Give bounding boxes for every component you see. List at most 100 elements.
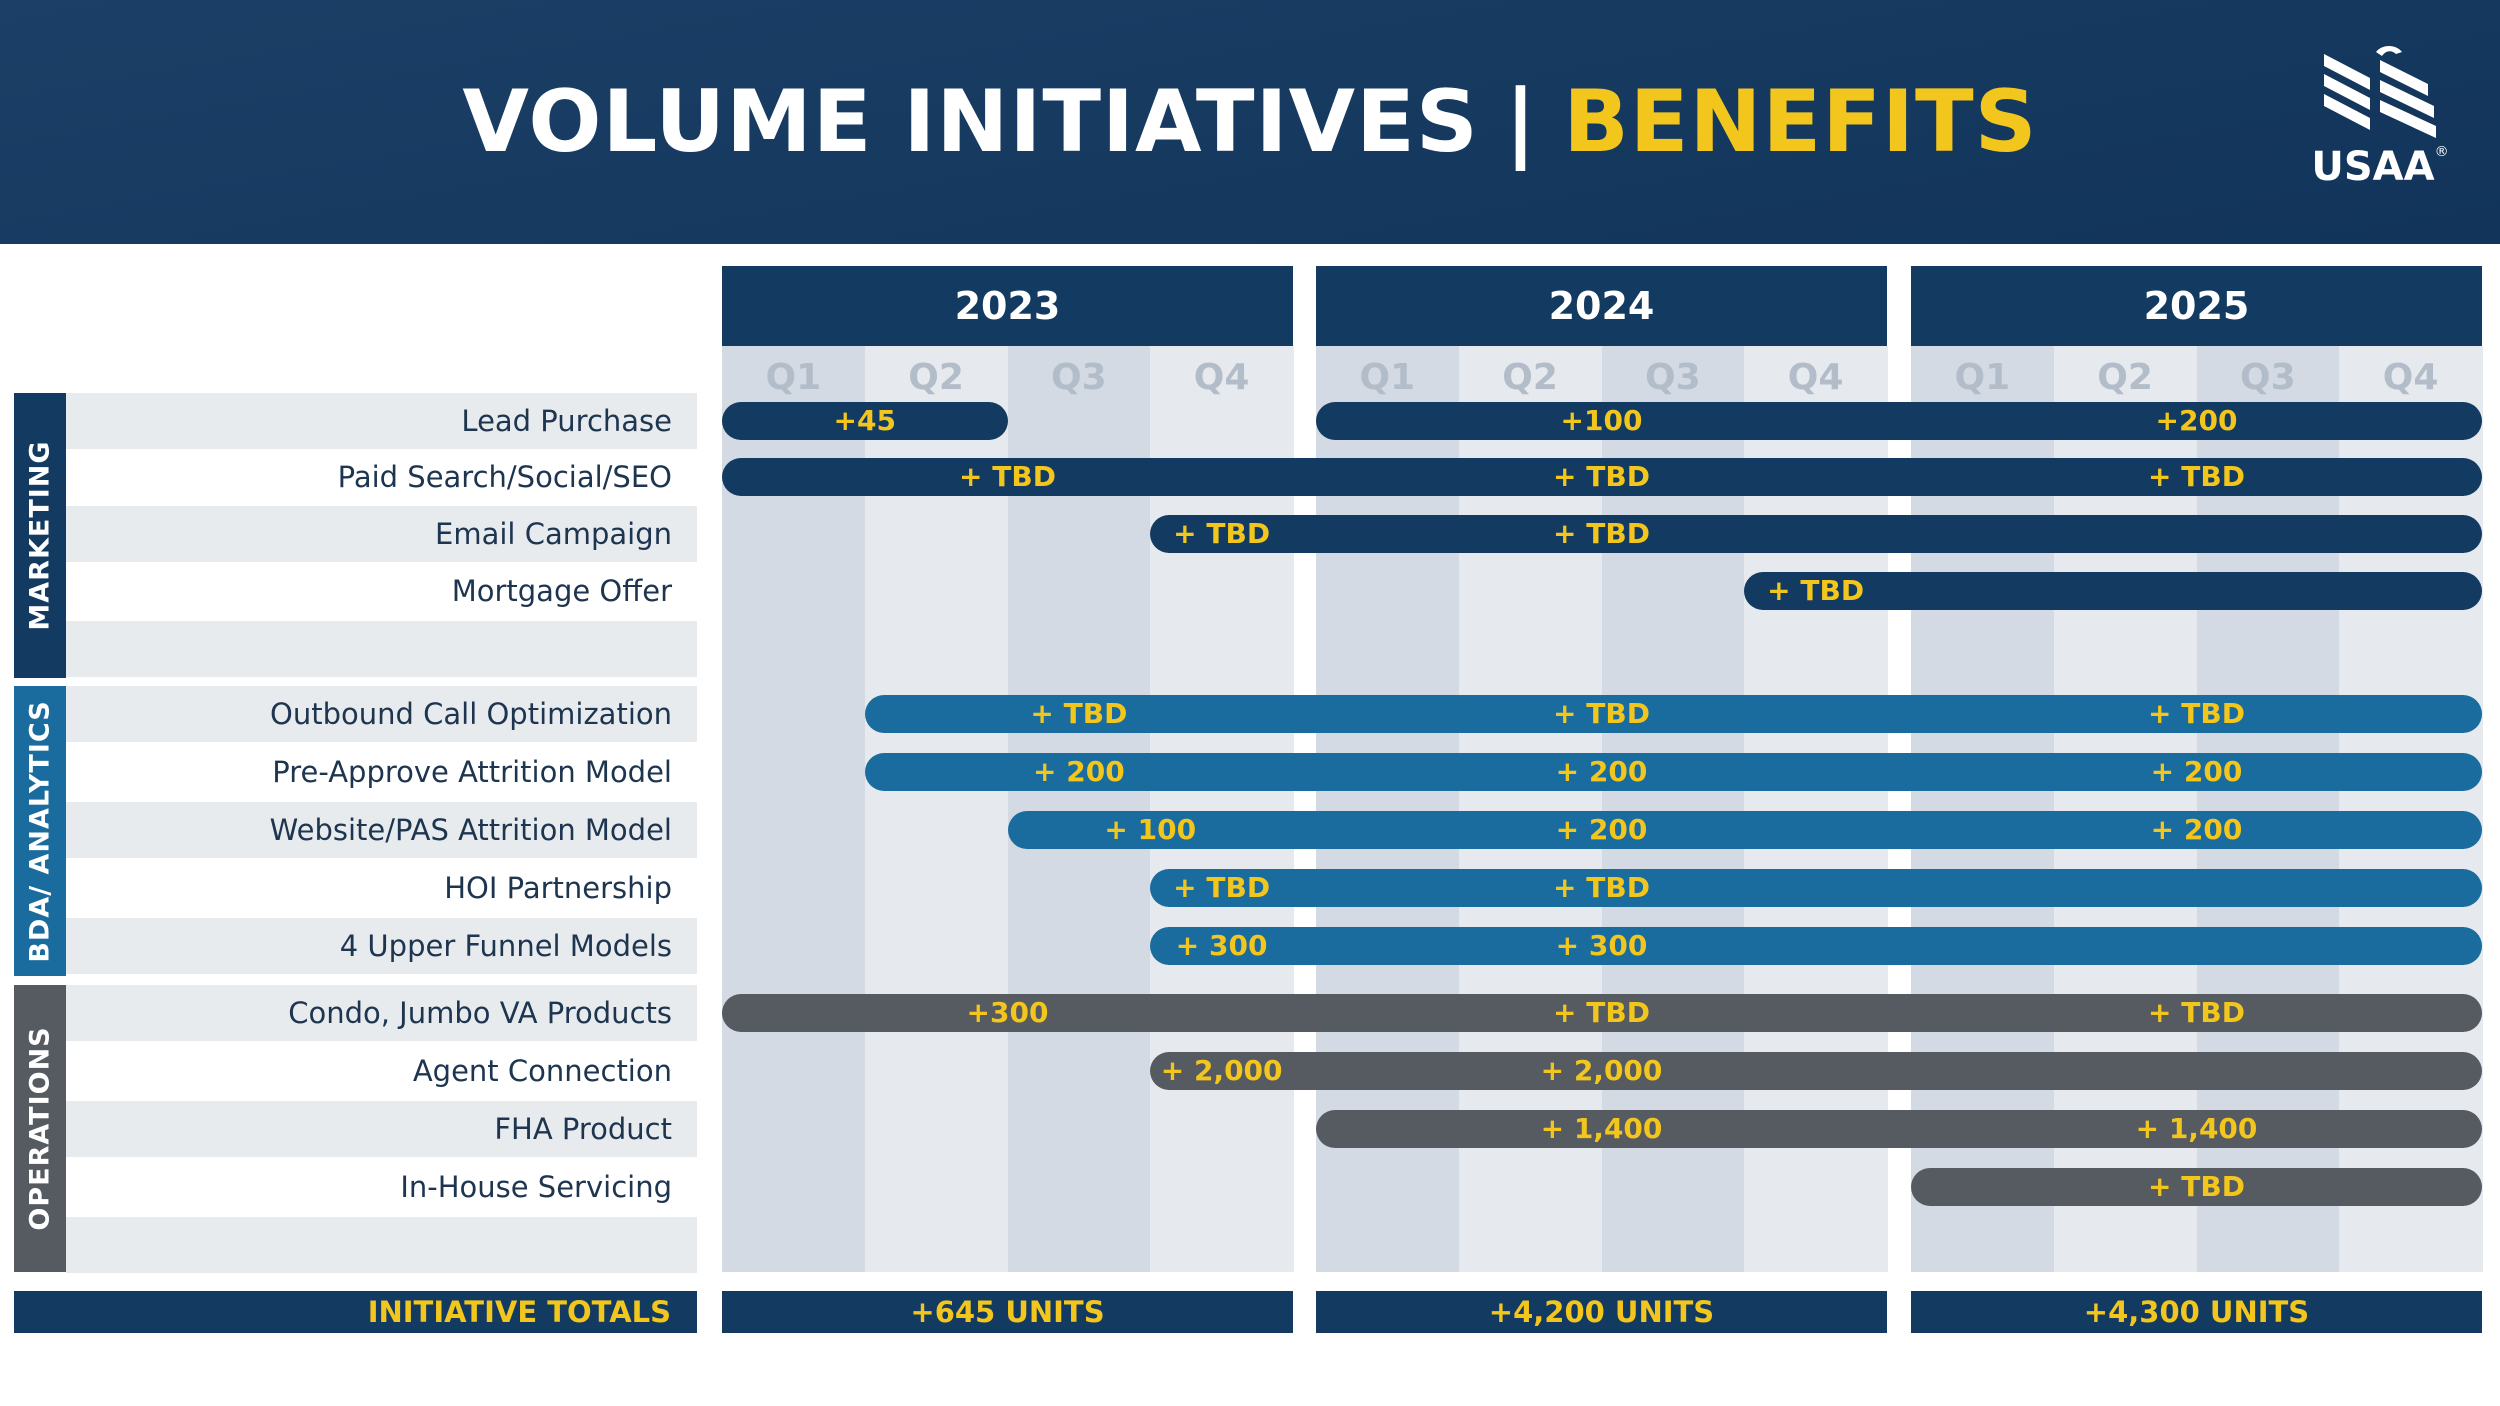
title-main: VOLUME INITIATIVES xyxy=(462,72,1479,172)
bar-value-label: + TBD xyxy=(2148,996,2245,1029)
row-background xyxy=(66,506,697,562)
title-separator: | xyxy=(1504,72,1538,172)
initiative-bar xyxy=(1911,1168,2482,1206)
quarter-label-q1: Q1 xyxy=(765,356,822,398)
initiative-label: Mortgage Offer xyxy=(451,574,672,608)
logo-text: USAA® xyxy=(2311,144,2449,190)
initiative-bar xyxy=(864,753,2482,791)
bar-value-label: + 100 xyxy=(1104,813,1197,846)
quarter-label-q3: Q3 xyxy=(2240,356,2296,398)
initiative-bar xyxy=(1150,869,2482,907)
initiative-label: Condo, Jumbo VA Products xyxy=(288,996,672,1030)
initiative-bar xyxy=(1316,402,2482,440)
quarter-column xyxy=(1150,346,1294,1272)
bar-value-label: + TBD xyxy=(1553,517,1650,550)
bar-value-label: + 2,000 xyxy=(1540,1054,1663,1087)
bar-value-label: + 200 xyxy=(2150,755,2243,788)
initiative-label: Outbound Call Optimization xyxy=(270,697,672,731)
bar-value-label: + 300 xyxy=(1175,929,1268,962)
bar-value-label: +200 xyxy=(2155,404,2238,437)
bar-value-label: + TBD xyxy=(2148,697,2245,730)
year-header-2025: 2025 xyxy=(1911,266,2482,346)
bar-value-label: +100 xyxy=(1560,404,1643,437)
bar-value-label: + TBD xyxy=(2148,460,2245,493)
bar-value-label: + 2,000 xyxy=(1160,1054,1283,1087)
quarter-column xyxy=(864,346,1008,1272)
page-title: VOLUME INITIATIVES | BENEFITS xyxy=(0,0,2500,244)
initiative-bar xyxy=(1150,927,2482,965)
usaa-logo: USAA® xyxy=(2310,44,2450,194)
bar-value-label: + TBD xyxy=(1173,517,1271,550)
row-background xyxy=(66,802,697,858)
initiative-label: FHA Product xyxy=(494,1112,672,1146)
row-background xyxy=(66,1217,697,1273)
row-background xyxy=(66,621,697,677)
bar-value-label: + 200 xyxy=(1033,755,1125,788)
initiative-label: Website/PAS Attrition Model xyxy=(269,813,672,847)
bar-value-label: + TBD xyxy=(2148,1170,2245,1203)
bar-value-label: + 200 xyxy=(2150,813,2243,846)
initiative-label: In-House Servicing xyxy=(400,1170,672,1204)
bar-value-label: + TBD xyxy=(1173,871,1271,904)
initiative-label: 4 Upper Funnel Models xyxy=(339,929,672,963)
quarter-label-q2: Q2 xyxy=(1502,356,1558,398)
initiative-bar xyxy=(1150,515,2482,553)
total-2025: +4,300 UNITS xyxy=(1911,1291,2482,1333)
initiative-bar xyxy=(722,994,2482,1032)
quarter-label-q1: Q1 xyxy=(1359,356,1416,398)
year-header-2023: 2023 xyxy=(722,266,1293,346)
bar-value-label: + TBD xyxy=(1553,996,1650,1029)
bar-value-label: + 200 xyxy=(1555,755,1648,788)
initiative-bar xyxy=(722,402,1008,440)
category-band-1: BDA/ ANALYTICS xyxy=(14,686,66,976)
bar-value-label: + TBD xyxy=(959,460,1056,493)
initiative-label: Agent Connection xyxy=(412,1054,672,1088)
bar-value-label: +300 xyxy=(966,996,1049,1029)
quarter-column xyxy=(722,346,866,1272)
bar-value-label: + 200 xyxy=(1555,813,1648,846)
initiative-label: Lead Purchase xyxy=(461,404,672,438)
row-background xyxy=(66,1101,697,1157)
quarter-column xyxy=(1007,346,1151,1272)
initiative-bar xyxy=(1150,1052,2482,1090)
row-background xyxy=(66,393,697,449)
bar-value-label: + TBD xyxy=(1030,697,1128,730)
row-background xyxy=(66,918,697,974)
quarter-label-q2: Q2 xyxy=(908,356,964,398)
initiative-bar xyxy=(1007,811,2482,849)
initiative-label: Pre-Approve Attrition Model xyxy=(272,755,672,789)
eagle-icon xyxy=(2324,46,2436,138)
year-header-2024: 2024 xyxy=(1316,266,1887,346)
initiative-label: HOI Partnership xyxy=(444,871,672,905)
row-background xyxy=(66,686,697,742)
bar-value-label: + 300 xyxy=(1555,929,1648,962)
total-2024: +4,200 UNITS xyxy=(1316,1291,1887,1333)
quarter-label-q4: Q4 xyxy=(1787,356,1844,398)
row-background xyxy=(66,985,697,1041)
quarter-label-q4: Q4 xyxy=(2382,356,2439,398)
bar-value-label: + TBD xyxy=(1553,460,1650,493)
category-label: MARKETING xyxy=(24,440,56,631)
category-band-2: OPERATIONS xyxy=(14,985,66,1272)
quarter-label-q3: Q3 xyxy=(1645,356,1701,398)
initiative-totals-label: INITIATIVE TOTALS xyxy=(14,1291,697,1333)
initiative-label: Paid Search/Social/SEO xyxy=(337,460,672,494)
bar-value-label: + TBD xyxy=(1553,697,1650,730)
initiative-bar xyxy=(864,695,2482,733)
initiative-label: Email Campaign xyxy=(435,517,672,551)
quarter-label-q3: Q3 xyxy=(1051,356,1107,398)
bar-value-label: + 1,400 xyxy=(1540,1112,1663,1145)
initiative-bar xyxy=(1316,1110,2482,1148)
initiative-bar xyxy=(1744,572,2482,610)
quarter-label-q4: Q4 xyxy=(1193,356,1250,398)
bar-value-label: +45 xyxy=(833,404,896,437)
bar-value-label: + TBD xyxy=(1553,871,1650,904)
total-2023: +645 UNITS xyxy=(722,1291,1293,1333)
initiative-bar xyxy=(722,458,2482,496)
category-band-0: MARKETING xyxy=(14,393,66,678)
category-label: BDA/ ANALYTICS xyxy=(24,699,56,963)
quarter-label-q1: Q1 xyxy=(1954,356,2011,398)
category-label: OPERATIONS xyxy=(24,1026,56,1231)
bar-value-label: + TBD xyxy=(1767,574,1865,607)
title-accent: BENEFITS xyxy=(1563,72,2038,172)
